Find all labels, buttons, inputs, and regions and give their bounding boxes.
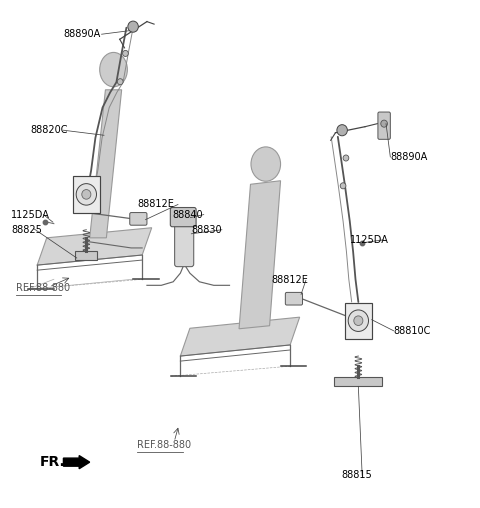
Text: 88825: 88825 bbox=[11, 225, 42, 235]
FancyBboxPatch shape bbox=[335, 377, 382, 387]
FancyBboxPatch shape bbox=[73, 176, 100, 212]
FancyBboxPatch shape bbox=[130, 212, 147, 225]
Text: 88840: 88840 bbox=[172, 210, 203, 219]
Ellipse shape bbox=[251, 147, 281, 181]
FancyArrow shape bbox=[63, 456, 90, 469]
Polygon shape bbox=[239, 181, 281, 329]
FancyBboxPatch shape bbox=[170, 208, 196, 227]
Text: 88812E: 88812E bbox=[271, 275, 308, 285]
Text: 1125DA: 1125DA bbox=[11, 210, 50, 219]
Circle shape bbox=[76, 183, 96, 205]
Circle shape bbox=[117, 79, 123, 85]
Circle shape bbox=[122, 50, 128, 56]
FancyBboxPatch shape bbox=[378, 112, 390, 139]
Text: 88890A: 88890A bbox=[63, 29, 101, 39]
Text: 88810C: 88810C bbox=[394, 326, 431, 336]
Circle shape bbox=[343, 155, 349, 161]
FancyBboxPatch shape bbox=[285, 293, 302, 305]
Text: 88830: 88830 bbox=[192, 225, 222, 235]
Text: 88815: 88815 bbox=[341, 470, 372, 480]
Circle shape bbox=[337, 124, 348, 136]
Polygon shape bbox=[90, 90, 121, 238]
FancyBboxPatch shape bbox=[345, 302, 372, 339]
Circle shape bbox=[381, 120, 387, 127]
FancyBboxPatch shape bbox=[75, 251, 97, 260]
Text: 88820C: 88820C bbox=[30, 125, 68, 135]
Circle shape bbox=[340, 183, 346, 189]
FancyBboxPatch shape bbox=[175, 222, 194, 267]
Ellipse shape bbox=[100, 52, 127, 87]
Circle shape bbox=[354, 316, 363, 326]
Text: REF.88-880: REF.88-880 bbox=[16, 283, 70, 293]
Circle shape bbox=[82, 189, 91, 199]
Text: 88812E: 88812E bbox=[137, 200, 174, 209]
Text: 88890A: 88890A bbox=[390, 152, 428, 162]
Circle shape bbox=[348, 310, 369, 331]
Polygon shape bbox=[37, 228, 152, 265]
Polygon shape bbox=[180, 317, 300, 356]
Circle shape bbox=[128, 21, 138, 32]
Text: FR.: FR. bbox=[39, 455, 65, 469]
Text: 1125DA: 1125DA bbox=[350, 235, 389, 245]
Text: REF.88-880: REF.88-880 bbox=[137, 440, 192, 450]
